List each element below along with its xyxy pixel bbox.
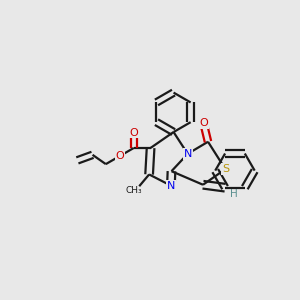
Text: H: H <box>230 189 238 199</box>
Text: CH₃: CH₃ <box>126 186 142 195</box>
Text: N: N <box>167 181 175 190</box>
Text: N: N <box>184 149 192 159</box>
Text: O: O <box>116 151 124 161</box>
Text: O: O <box>129 128 138 138</box>
Text: O: O <box>199 118 208 128</box>
Text: S: S <box>222 164 229 174</box>
